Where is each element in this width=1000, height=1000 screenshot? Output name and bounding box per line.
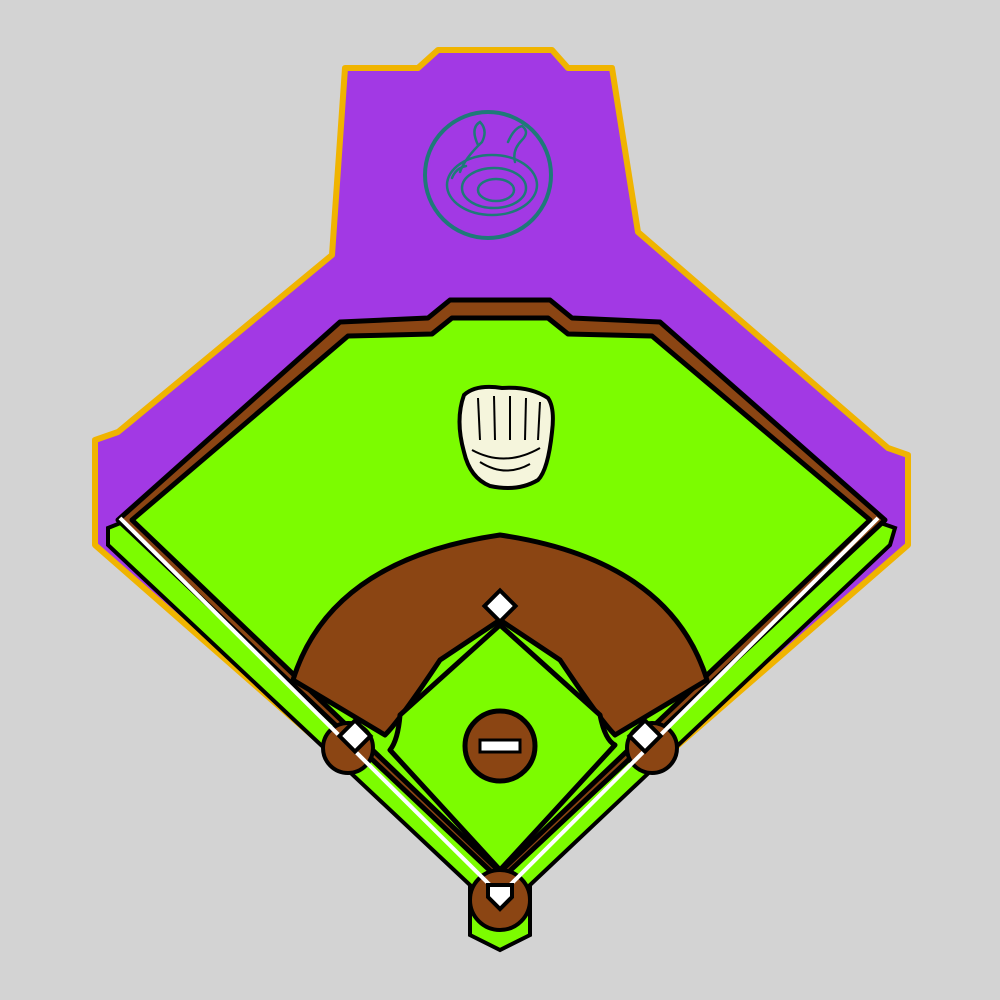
coiled-snake-icon [423, 110, 553, 240]
infield-dirt [290, 532, 710, 738]
first-base[interactable] [626, 717, 664, 755]
foul-line-right [498, 516, 880, 897]
third-base[interactable] [336, 717, 374, 755]
baseball-glove-icon [457, 384, 555, 490]
home-plate[interactable] [486, 883, 514, 912]
foul-line-left [118, 516, 502, 897]
second-base[interactable] [481, 587, 519, 625]
pitching-rubber [478, 738, 522, 754]
